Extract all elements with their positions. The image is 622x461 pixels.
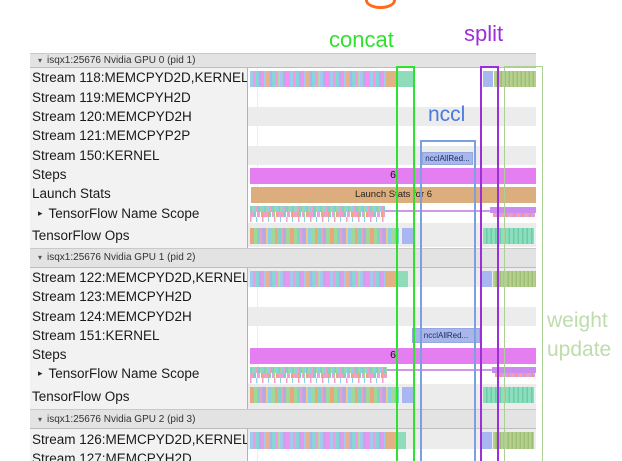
row-label-stream-123-memcpyh2d-12[interactable]: Stream 123:MEMCPYH2D <box>30 287 247 307</box>
gpu-group-header-label: isqx1:25676 Nvidia GPU 2 (pid 3) <box>47 413 196 425</box>
nccl-allreduce-bar[interactable]: ncclAllRed... <box>412 328 480 343</box>
concat-annotation-box <box>396 66 415 461</box>
row-label-tensorflow-name-scope-16[interactable]: ▸ TensorFlow Name Scope <box>30 364 247 384</box>
steps-bar[interactable]: 6 <box>250 347 536 364</box>
row-label-tensorflow-ops-17[interactable]: TensorFlow Ops <box>30 384 247 410</box>
trace-bar-dense_a[interactable] <box>250 71 386 87</box>
name-scope-segment-bar[interactable] <box>490 207 536 213</box>
row-label-text: Stream 124:MEMCPYD2H <box>32 308 192 324</box>
step-number: 6 <box>390 348 396 361</box>
nccl-allreduce-bar[interactable]: ncclAllRed... <box>422 151 473 165</box>
split-annotation-label: split <box>464 21 504 46</box>
name-scope-line-bar[interactable] <box>387 368 492 371</box>
row-label-text: Launch Stats <box>32 186 111 202</box>
split-annotation-box <box>480 66 499 461</box>
name-scope-line-bar[interactable] <box>385 209 490 212</box>
timeline-row-background <box>248 107 536 126</box>
trace-bar-dense_b[interactable] <box>250 228 399 244</box>
row-label-stream-122-memcpyd2d-kernel-mi-11[interactable]: Stream 122:MEMCPYD2D,KERNEL,MI <box>30 268 247 287</box>
row-label-text: Stream 118:MEMCPYD2D,KERNEL,ME <box>32 70 247 86</box>
row-label-stream-119-memcpyh2d-2[interactable]: Stream 119:MEMCPYH2D <box>30 88 247 108</box>
timeline-row-background <box>248 306 536 326</box>
row-label-text: TensorFlow Ops <box>32 388 130 404</box>
trace-bar-tan[interactable] <box>385 432 396 449</box>
weight-update-annotation-box <box>504 66 543 461</box>
collapse-arrow-icon[interactable]: ▾ <box>38 414 43 424</box>
row-label-text: Stream 121:MEMCPYP2P <box>32 128 191 144</box>
trace-bar-mint[interactable] <box>398 71 414 87</box>
row-label-steps-6[interactable]: Steps <box>30 165 247 184</box>
row-label-text: Steps <box>32 167 67 182</box>
step-number: 6 <box>390 168 396 181</box>
row-label-text: Stream 126:MEMCPYD2D,KERNEL,MI <box>32 431 247 447</box>
row-label-text: Stream 123:MEMCPYH2D <box>32 289 192 305</box>
row-label-stream-151-kernel-14[interactable]: Stream 151:KERNEL <box>30 326 247 345</box>
trace-bar-blue[interactable] <box>482 271 492 287</box>
row-label-stream-127-memcpyh2d-20[interactable]: Stream 127:MEMCPYH2D <box>30 449 247 461</box>
row-label-tensorflow-ops-9[interactable]: TensorFlow Ops <box>30 223 247 247</box>
nccl-annotation-box <box>420 140 476 461</box>
row-label-text: Stream 150:KERNEL <box>32 147 160 163</box>
gpu-group-header-label: isqx1:25676 Nvidia GPU 0 (pid 1) <box>47 55 196 66</box>
gpu-group-header-isqx1-25676-nvidia-gpu-0-pid-1[interactable]: ▾ isqx1:25676 Nvidia GPU 0 (pid 1) <box>30 53 536 68</box>
row-label-text: Stream 119:MEMCPYH2D <box>32 89 191 105</box>
trace-bar-dense_a[interactable] <box>250 271 385 287</box>
trace-bar-mint[interactable] <box>396 432 406 449</box>
orange-arc-fragment <box>365 0 396 9</box>
trace-bar-mintstripe[interactable] <box>483 228 534 244</box>
row-label-text: Stream 151:KERNEL <box>32 328 160 343</box>
trace-bar-dense_b[interactable] <box>250 387 399 403</box>
row-label-stream-118-memcpyd2d-kernel-me-1[interactable]: Stream 118:MEMCPYD2D,KERNEL,ME <box>30 68 247 88</box>
row-label-launch-stats-7[interactable]: Launch Stats <box>30 184 247 204</box>
row-label-stream-120-memcpyd2h-3[interactable]: Stream 120:MEMCPYD2H <box>30 107 247 126</box>
row-label-stream-150-kernel-5[interactable]: Stream 150:KERNEL <box>30 146 247 166</box>
row-label-text: TensorFlow Name Scope <box>48 366 200 382</box>
trace-bar-mintstripe[interactable] <box>483 387 534 403</box>
concat-annotation-label: concat <box>329 27 394 52</box>
name-scope-speckle-bar[interactable] <box>493 213 535 217</box>
nccl-annotation-label: nccl <box>428 103 466 126</box>
name-scope-speckle-bar[interactable] <box>495 372 535 377</box>
gpu-group-header-label: isqx1:25676 Nvidia GPU 1 (pid 2) <box>47 252 196 264</box>
launch-stats-bar[interactable]: Launch Stats for 6 <box>251 187 536 203</box>
row-label-stream-126-memcpyd2d-kernel-mi-19[interactable]: Stream 126:MEMCPYD2D,KERNEL,MI <box>30 429 247 449</box>
row-label-stream-124-memcpyd2h-13[interactable]: Stream 124:MEMCPYD2H <box>30 307 247 327</box>
row-label-tensorflow-name-scope-8[interactable]: ▸ TensorFlow Name Scope <box>30 204 247 224</box>
row-label-steps-15[interactable]: Steps <box>30 345 247 364</box>
name-scope-flame-bar[interactable] <box>250 206 385 222</box>
row-label-text: TensorFlow Name Scope <box>48 205 200 221</box>
expand-arrow-icon[interactable]: ▸ <box>38 368 43 379</box>
name-scope-flame-bar[interactable] <box>250 366 387 383</box>
name-scope-segment-bar[interactable] <box>492 366 536 373</box>
row-label-stream-121-memcpyp2p-4[interactable]: Stream 121:MEMCPYP2P <box>30 126 247 146</box>
trace-bar-blue[interactable] <box>481 432 492 449</box>
trace-bar-tan[interactable] <box>385 271 397 287</box>
row-label-text: Steps <box>32 347 67 362</box>
row-label-text: TensorFlow Ops <box>32 227 130 243</box>
expand-arrow-icon[interactable]: ▸ <box>38 207 43 218</box>
trace-bar-tan[interactable] <box>386 71 398 87</box>
trace-bar-mint[interactable] <box>397 271 408 287</box>
trace-bar-blue[interactable] <box>402 228 414 244</box>
row-label-text: Stream 127:MEMCPYH2D <box>32 451 192 461</box>
steps-bar[interactable]: 6 <box>250 167 536 184</box>
row-label-text: Stream 120:MEMCPYD2H <box>32 109 192 124</box>
trace-bar-blue[interactable] <box>483 71 493 87</box>
gpu-group-header-isqx1-25676-nvidia-gpu-1-pid-2[interactable]: ▾ isqx1:25676 Nvidia GPU 1 (pid 2) <box>30 247 536 268</box>
trace-bar-gstripe[interactable] <box>493 271 536 287</box>
trace-bar-blue[interactable] <box>402 387 414 403</box>
collapse-arrow-icon[interactable]: ▾ <box>38 56 43 65</box>
weight-update-annotation-label: weight update <box>547 309 612 361</box>
collapse-arrow-icon[interactable]: ▾ <box>38 253 43 263</box>
trace-bar-dense_a[interactable] <box>250 432 385 449</box>
trace-bar-gstripe[interactable] <box>493 432 534 449</box>
gpu-group-header-isqx1-25676-nvidia-gpu-2-pid-3[interactable]: ▾ isqx1:25676 Nvidia GPU 2 (pid 3) <box>30 409 536 429</box>
row-label-text: Stream 122:MEMCPYD2D,KERNEL,MI <box>32 270 247 285</box>
